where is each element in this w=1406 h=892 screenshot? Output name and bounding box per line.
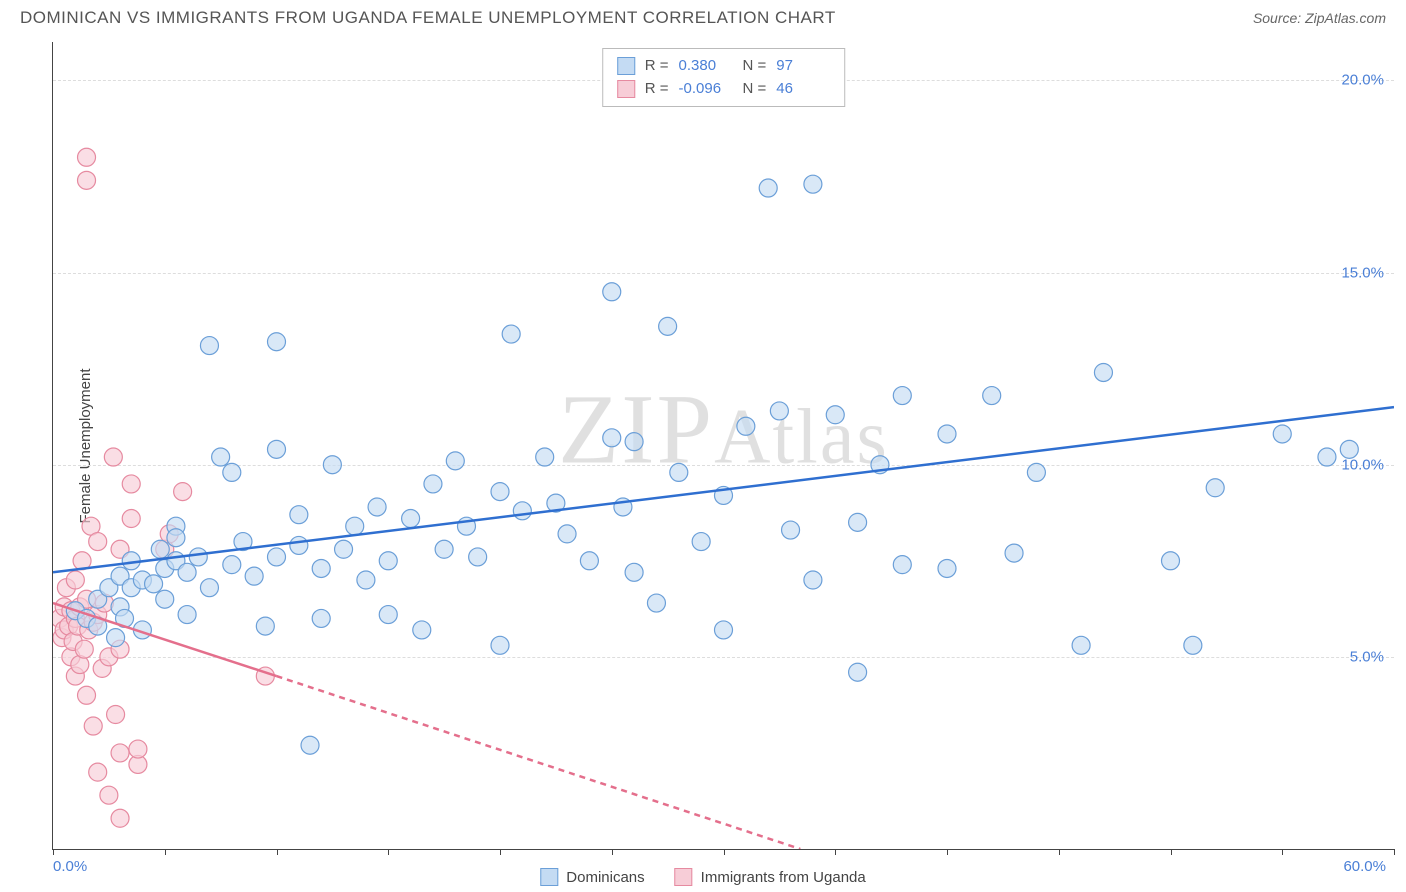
x-tick [1171, 849, 1172, 855]
scatter-svg [53, 42, 1394, 849]
x-tick [1394, 849, 1395, 855]
stats-row-dominicans: R = 0.380 N = 97 [617, 55, 831, 78]
x-tick [53, 849, 54, 855]
x-tick [947, 849, 948, 855]
legend-label-uganda: Immigrants from Uganda [701, 869, 866, 886]
x-tick [612, 849, 613, 855]
x-tick [724, 849, 725, 855]
x-tick [165, 849, 166, 855]
swatch-uganda [675, 868, 693, 886]
legend-item-dominicans: Dominicans [540, 868, 644, 886]
x-tick [835, 849, 836, 855]
r-label: R = [645, 78, 669, 101]
x-tick [1059, 849, 1060, 855]
r-label: R = [645, 55, 669, 78]
n-label: N = [743, 78, 767, 101]
stats-row-uganda: R = -0.096 N = 46 [617, 78, 831, 101]
r-value-dominicans: 0.380 [679, 55, 733, 78]
swatch-uganda [617, 80, 635, 98]
x-tick [277, 849, 278, 855]
correlation-stats-legend: R = 0.380 N = 97 R = -0.096 N = 46 [602, 48, 846, 107]
x-tick-label: 60.0% [1343, 858, 1386, 875]
n-label: N = [743, 55, 767, 78]
n-value-dominicans: 97 [776, 55, 830, 78]
chart-title: DOMINICAN VS IMMIGRANTS FROM UGANDA FEMA… [20, 8, 836, 28]
swatch-dominicans [540, 868, 558, 886]
bottom-legend: Dominicans Immigrants from Uganda [540, 868, 865, 886]
n-value-uganda: 46 [776, 78, 830, 101]
x-tick [500, 849, 501, 855]
legend-item-uganda: Immigrants from Uganda [675, 868, 866, 886]
x-tick [1282, 849, 1283, 855]
x-tick [388, 849, 389, 855]
legend-label-dominicans: Dominicans [566, 869, 644, 886]
swatch-dominicans [617, 57, 635, 75]
chart-plot-area: ZIPAtlas R = 0.380 N = 97 R = -0.096 N =… [52, 42, 1394, 850]
x-tick-label: 0.0% [53, 858, 87, 875]
source-attribution: Source: ZipAtlas.com [1253, 10, 1386, 26]
r-value-uganda: -0.096 [679, 78, 733, 101]
